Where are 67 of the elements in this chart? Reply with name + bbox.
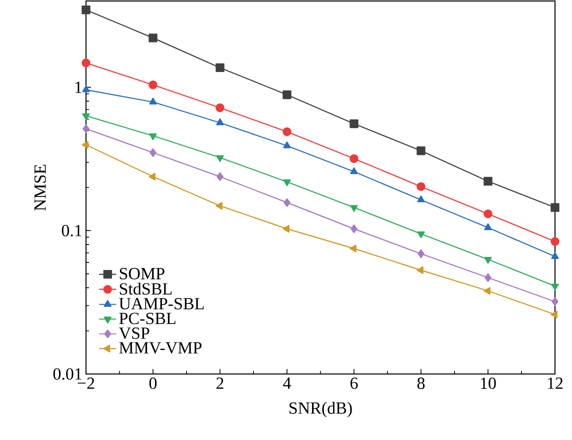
- point: [416, 182, 426, 191]
- point: [148, 34, 158, 42]
- y-tick-label: 1: [75, 82, 82, 93]
- x-tick-label: 0: [149, 378, 157, 390]
- point: [551, 252, 559, 259]
- point: [484, 223, 492, 230]
- point: [216, 103, 224, 112]
- legend-label: VSP: [118, 327, 150, 340]
- legend-label: SOMP: [120, 268, 164, 280]
- point: [216, 202, 222, 210]
- point: [149, 133, 157, 140]
- x-tick-label: −2: [78, 378, 94, 389]
- point: [282, 224, 290, 233]
- y-axis-title: NMSE: [34, 164, 46, 211]
- point: [82, 140, 88, 149]
- point: [282, 90, 292, 100]
- point: [417, 231, 425, 238]
- point: [148, 172, 156, 181]
- y-tick-label: 0.01: [53, 368, 82, 380]
- point: [82, 58, 90, 68]
- point: [216, 172, 224, 182]
- x-tick-label: 10: [480, 378, 496, 390]
- x-tick-label: 8: [417, 378, 425, 390]
- point: [416, 266, 424, 274]
- x-tick-label: 2: [216, 378, 224, 389]
- point: [484, 256, 492, 264]
- x-tick-label: 12: [548, 378, 563, 389]
- point: [350, 224, 358, 234]
- point: [148, 80, 158, 90]
- x-tick-label: 6: [350, 378, 358, 389]
- point: [350, 205, 358, 212]
- point: [484, 209, 492, 218]
- point: [350, 119, 358, 128]
- point: [149, 98, 157, 104]
- point: [418, 249, 424, 258]
- point: [550, 237, 560, 246]
- point: [82, 85, 90, 92]
- point: [216, 155, 224, 162]
- point: [417, 196, 425, 202]
- point: [82, 6, 90, 14]
- point: [350, 154, 358, 163]
- point: [551, 284, 559, 291]
- legend-label: StdSBL: [120, 282, 172, 295]
- point: [550, 310, 558, 318]
- legend-label: UAMP-SBL: [119, 298, 204, 310]
- point: [283, 179, 291, 186]
- point: [350, 167, 358, 174]
- point: [484, 273, 492, 282]
- point: [216, 63, 224, 72]
- point: [416, 146, 426, 156]
- point: [82, 124, 90, 134]
- point: [550, 203, 560, 212]
- y-tick-label: 0.1: [62, 224, 82, 236]
- x-axis-title: SNR(dB): [290, 402, 352, 418]
- point: [284, 198, 290, 207]
- point: [150, 148, 156, 158]
- point: [216, 118, 224, 126]
- point: [552, 297, 558, 306]
- x-tick-label: 4: [283, 378, 291, 389]
- point: [283, 141, 291, 148]
- point: [282, 127, 292, 136]
- legend-label: PC-SBL: [119, 312, 176, 324]
- point: [484, 176, 492, 186]
- point: [82, 113, 90, 120]
- point: [484, 287, 490, 295]
- point: [350, 244, 356, 252]
- legend-label: MMV-VMP: [119, 342, 202, 354]
